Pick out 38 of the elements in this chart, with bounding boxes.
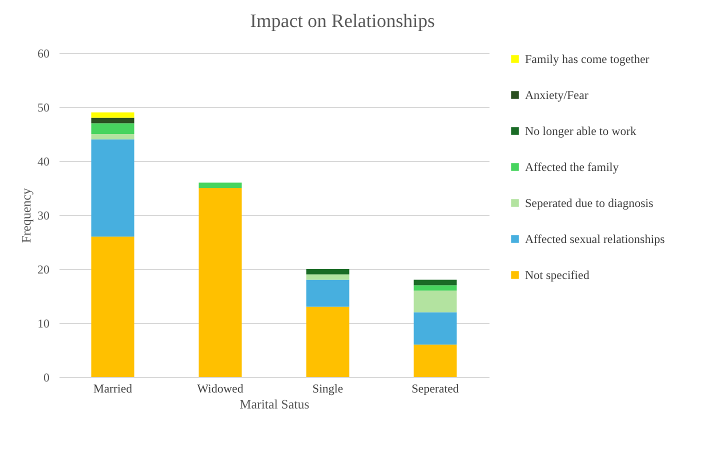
x-tick-label: Seperated [412,382,459,396]
bar [414,285,457,291]
y-axis-title: Frequency [18,188,34,243]
legend-label: Not specified [525,268,590,282]
bar [91,123,134,134]
y-tick-label: 60 [38,46,50,60]
bar [414,344,457,377]
legend-label: No longer able to work [525,124,636,138]
y-tick-label: 30 [38,208,50,222]
legend-label: Affected the family [525,160,619,174]
bar [198,182,242,188]
x-tick-label: Widowed [197,382,244,396]
legend-label: Anxiety/Fear [525,88,588,102]
bar [91,134,134,140]
bar [306,306,350,377]
bar [91,112,134,118]
x-axis-title: Marital Satus [240,396,310,412]
y-tick-label: 50 [38,100,50,114]
legend-label: Affected sexual relationships [525,232,666,246]
x-tick-label: Single [312,382,344,396]
bar [306,280,350,307]
y-tick-label: 20 [38,262,50,276]
legend-label: Seperated due to diagnosis [525,196,654,210]
bar [91,118,134,124]
bar [306,269,350,274]
x-tick-label: Married [93,382,132,396]
bar [414,290,457,312]
bar [414,280,457,286]
bar [91,236,134,377]
bar [306,274,350,280]
chart-title: Impact on Relationships [250,11,435,32]
y-tick-label: 10 [38,316,50,330]
y-tick-label: 40 [38,154,50,168]
bar [414,312,457,345]
legend-label: Family has come together [525,52,650,66]
bar [198,188,242,377]
y-tick-label: 0 [44,370,50,384]
bar [91,139,134,237]
